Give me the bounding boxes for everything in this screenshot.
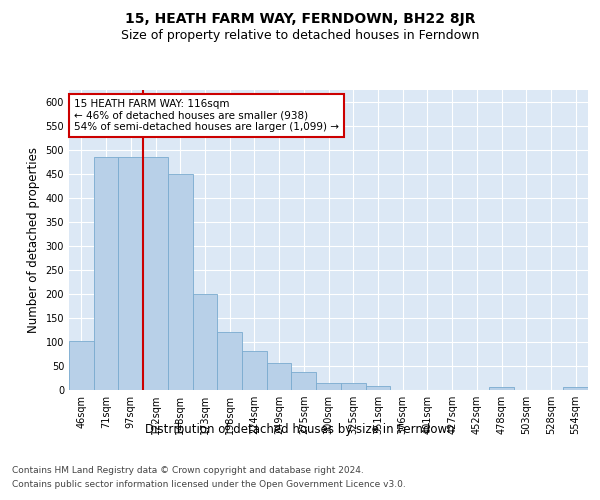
Bar <box>489 387 514 390</box>
Bar <box>168 174 193 390</box>
Text: 15, HEATH FARM WAY, FERNDOWN, BH22 8JR: 15, HEATH FARM WAY, FERNDOWN, BH22 8JR <box>125 12 475 26</box>
Bar <box>563 387 588 390</box>
Bar <box>143 157 168 390</box>
Bar <box>94 157 118 390</box>
Bar <box>316 383 341 390</box>
Text: Size of property relative to detached houses in Ferndown: Size of property relative to detached ho… <box>121 29 479 42</box>
Text: Distribution of detached houses by size in Ferndown: Distribution of detached houses by size … <box>145 422 455 436</box>
Bar <box>365 386 390 390</box>
Bar <box>267 362 292 390</box>
Bar <box>118 157 143 390</box>
Bar <box>69 340 94 390</box>
Y-axis label: Number of detached properties: Number of detached properties <box>27 147 40 333</box>
Bar <box>341 383 365 390</box>
Bar <box>193 294 217 390</box>
Bar <box>292 372 316 390</box>
Bar <box>242 350 267 390</box>
Bar <box>217 332 242 390</box>
Text: 15 HEATH FARM WAY: 116sqm
← 46% of detached houses are smaller (938)
54% of semi: 15 HEATH FARM WAY: 116sqm ← 46% of detac… <box>74 99 339 132</box>
Text: Contains public sector information licensed under the Open Government Licence v3: Contains public sector information licen… <box>12 480 406 489</box>
Text: Contains HM Land Registry data © Crown copyright and database right 2024.: Contains HM Land Registry data © Crown c… <box>12 466 364 475</box>
